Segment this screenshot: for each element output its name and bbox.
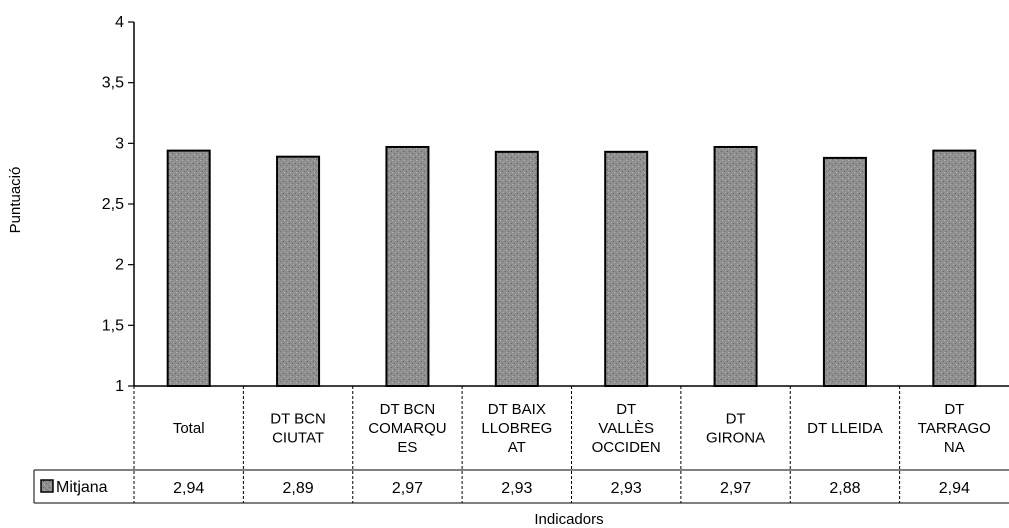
legend-swatch xyxy=(40,479,54,493)
y-tick-label: 2,5 xyxy=(102,196,124,213)
y-tick-label: 3,5 xyxy=(102,75,124,92)
x-tick-label: DT BCN COMARQU ES xyxy=(368,401,446,456)
bars xyxy=(166,145,977,387)
data-label: 2,93 xyxy=(611,480,642,497)
bar xyxy=(932,149,977,387)
x-tick-label: DT LLEIDA xyxy=(807,420,883,437)
bar xyxy=(713,145,758,387)
bar xyxy=(276,155,321,387)
y-tick-label: 2 xyxy=(115,257,124,274)
data-table: Total DT BCN CIUTAT DT BCN COMARQU ES DT BAIX L… xyxy=(33,386,1009,504)
bar xyxy=(166,149,211,387)
x-tick-label: Total xyxy=(173,420,205,437)
data-label: 2,97 xyxy=(720,480,751,497)
x-tick-label: DT GIRONA xyxy=(706,411,765,447)
x-tick-label: DT TARRAGO NA xyxy=(918,401,991,456)
bar xyxy=(385,145,430,387)
bar xyxy=(822,156,867,387)
x-tick-label: DT BAIX LLOBREG AT xyxy=(481,401,552,456)
data-label: 2,94 xyxy=(939,480,970,497)
data-label: 2,88 xyxy=(829,480,860,497)
y-axis-title: Puntuació xyxy=(7,167,24,234)
x-axis-title: Indicadors xyxy=(534,511,603,528)
bar xyxy=(494,150,539,387)
y-tick-label: 4 xyxy=(115,14,124,31)
y-tick-label: 1 xyxy=(115,378,124,395)
data-label: 2,89 xyxy=(282,480,313,497)
data-label: 2,93 xyxy=(501,480,532,497)
data-label: 2,94 xyxy=(173,480,204,497)
x-tick-label: DT BCN CIUTAT xyxy=(270,411,326,447)
axes: 1 1,5 2 2,5 3 3,5 4 xyxy=(102,14,1009,395)
bar xyxy=(604,150,649,387)
x-tick-label: DT VALLÈS OCCIDEN xyxy=(592,401,661,456)
data-label: 2,97 xyxy=(392,480,423,497)
legend-entry: Mitjana xyxy=(56,479,108,496)
y-tick-label: 3 xyxy=(115,135,124,152)
y-tick-label: 1,5 xyxy=(102,317,124,334)
